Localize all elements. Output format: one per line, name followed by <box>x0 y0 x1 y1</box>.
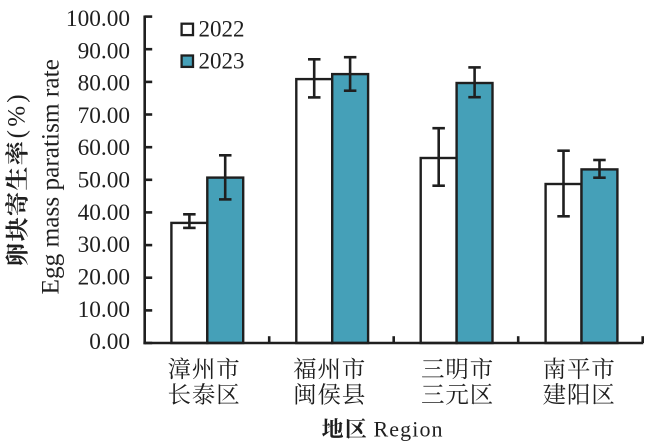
svg-text:2022: 2022 <box>199 17 245 42</box>
svg-text:10.00: 10.00 <box>78 297 130 323</box>
svg-text:50.00: 50.00 <box>78 168 130 194</box>
svg-text:20.00: 20.00 <box>78 265 130 291</box>
svg-text:2023: 2023 <box>199 48 245 73</box>
svg-text:(%): (%) <box>3 91 30 138</box>
svg-text:30.00: 30.00 <box>78 232 130 258</box>
svg-text:70.00: 70.00 <box>78 103 130 129</box>
svg-text:40.00: 40.00 <box>78 200 130 226</box>
svg-text:60.00: 60.00 <box>78 135 130 161</box>
svg-text:90.00: 90.00 <box>78 38 130 64</box>
svg-text:Egg mass paratism rate: Egg mass paratism rate <box>37 59 65 294</box>
svg-text:Region: Region <box>374 417 444 442</box>
svg-text:80.00: 80.00 <box>78 71 130 97</box>
svg-text:0.00: 0.00 <box>89 329 130 355</box>
svg-text:100.00: 100.00 <box>66 6 130 32</box>
